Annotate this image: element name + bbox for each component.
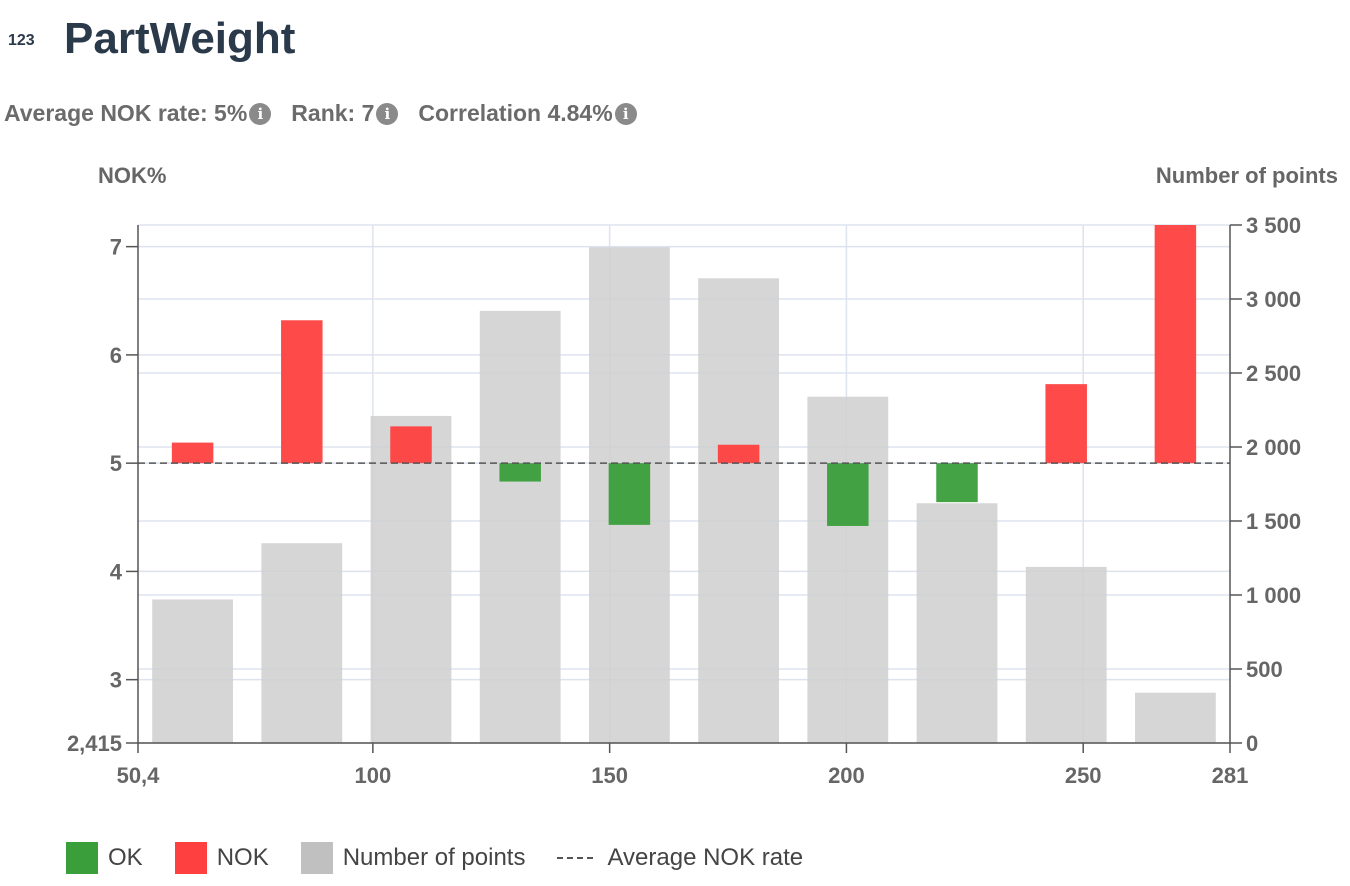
info-icon[interactable]: i (376, 102, 399, 125)
left-tick-label: 5 (110, 451, 122, 476)
nok-bar (281, 320, 323, 464)
x-tick-label: 200 (828, 763, 865, 788)
chart-legend: OK NOK Number of points Average NOK rate (66, 842, 835, 874)
right-tick-label: 2 000 (1246, 435, 1301, 460)
right-tick-label: 0 (1246, 731, 1258, 756)
points-bar (152, 599, 234, 743)
left-axis-title: NOK% (98, 163, 166, 188)
correlation-stat: Correlation 4.84% i (418, 100, 637, 127)
points-bar (916, 503, 998, 743)
legend-label-average: Average NOK rate (607, 844, 804, 871)
right-tick-label: 3 500 (1246, 213, 1301, 238)
right-axis-title: Number of points (1156, 163, 1338, 188)
left-min-label: 2,415 (67, 731, 122, 756)
points-bar (1025, 566, 1107, 743)
nok-bar (717, 444, 760, 464)
legend-item-nok[interactable]: NOK (174, 842, 269, 874)
correlation-label: Correlation 4.84% (418, 100, 613, 126)
x-tick-label: 250 (1065, 763, 1102, 788)
average-nok-rate-label: Average NOK rate: 5% (4, 100, 248, 126)
legend-item-ok[interactable]: OK (66, 842, 143, 874)
left-tick-label: 3 (110, 668, 122, 693)
ok-bar (936, 463, 978, 503)
points-bar (370, 415, 452, 743)
info-icon[interactable]: i (614, 102, 637, 125)
left-tick-label: 6 (110, 343, 122, 368)
ok-bar (499, 463, 541, 482)
legend-swatch-nok (174, 842, 207, 874)
points-bar (698, 278, 780, 743)
x-tick-label: 150 (591, 763, 628, 788)
rank-stat: Rank: 7 i (291, 100, 399, 127)
right-tick-label: 1 500 (1246, 509, 1301, 534)
right-tick-label: 500 (1246, 657, 1283, 682)
nok-bar (1045, 384, 1087, 464)
page-title: PartWeight (64, 14, 296, 63)
nok-bar (390, 426, 432, 464)
info-icon[interactable]: i (249, 102, 272, 125)
average-nok-rate-stat: Average NOK rate: 5% i (4, 100, 272, 127)
points-bar (261, 543, 343, 743)
points-bar (807, 396, 889, 743)
numeric-type-badge: 123 (8, 32, 35, 49)
left-tick-label: 4 (110, 559, 123, 584)
legend-label-ok: OK (108, 844, 143, 871)
x-tick-label: 281 (1212, 763, 1249, 788)
legend-swatch-ok (66, 842, 98, 874)
ok-bar (608, 463, 651, 525)
ok-bar (827, 463, 869, 526)
x-tick-label: 100 (355, 763, 392, 788)
stats-bar: Average NOK rate: 5% i Rank: 7 i Correla… (4, 100, 657, 127)
rank-label: Rank: 7 (291, 100, 375, 126)
left-tick-label: 7 (110, 235, 122, 260)
legend-item-points[interactable]: Number of points (300, 842, 526, 874)
nok-bar (1154, 225, 1197, 464)
legend-swatch-points (300, 842, 333, 874)
legend-swatch-average (557, 857, 594, 859)
legend-label-nok: NOK (216, 844, 269, 871)
right-tick-label: 2 500 (1246, 361, 1301, 386)
nok-bar (171, 442, 214, 464)
x-tick-label: 50,4 (117, 763, 161, 788)
right-tick-label: 1 000 (1246, 583, 1301, 608)
legend-item-average[interactable]: Average NOK rate (557, 844, 803, 872)
right-tick-label: 3 000 (1246, 287, 1301, 312)
legend-label-points: Number of points (342, 844, 526, 871)
points-bar (1134, 692, 1216, 743)
points-bar (479, 310, 561, 743)
